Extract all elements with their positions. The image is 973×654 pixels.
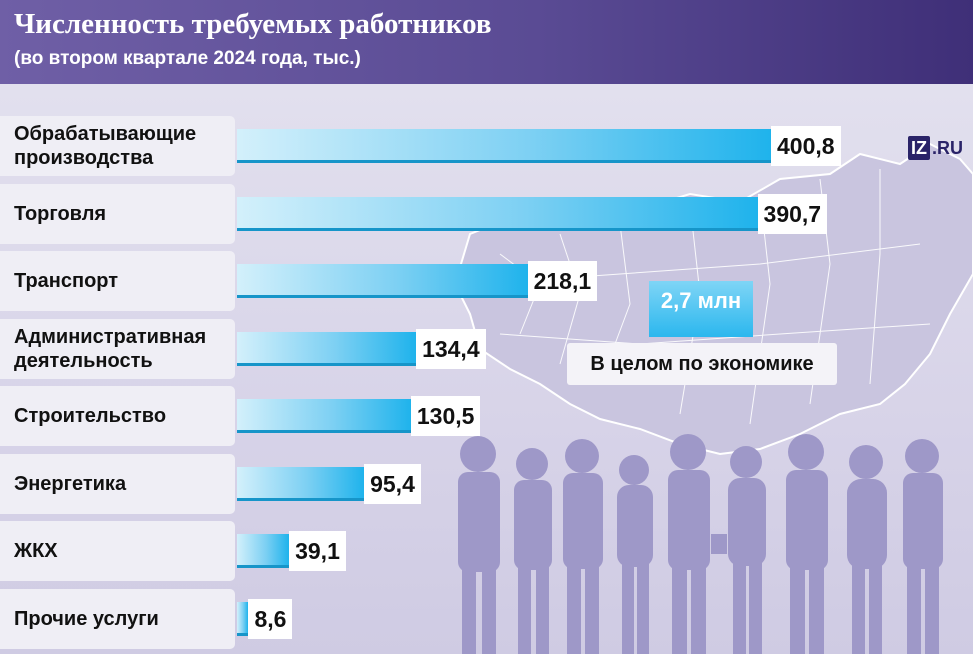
bar	[237, 264, 528, 298]
worker-silhouette	[728, 446, 766, 654]
worker-silhouette	[514, 448, 552, 654]
category-label: Транспорт	[14, 269, 118, 293]
category-label: Строительство	[14, 404, 166, 428]
izvestia-logo: IZ .RU	[908, 136, 964, 160]
category-label-line: Административная	[14, 325, 207, 348]
bar-value-label: 218,1	[527, 261, 598, 301]
category-label-line: Обрабатывающие	[14, 123, 197, 145]
bar-value-label: 390,7	[757, 193, 828, 234]
category-label-line: деятельность	[14, 349, 153, 372]
category-label-line: Энергетика	[14, 472, 127, 495]
worker-silhouette	[786, 434, 828, 654]
category-label-line: ЖКХ	[14, 540, 58, 562]
bar	[237, 466, 365, 501]
worker-silhouette	[847, 445, 887, 654]
worker-silhouette	[617, 455, 653, 654]
bar-value-label: 95,4	[364, 463, 421, 504]
bar-value-label: 8,6	[248, 598, 293, 639]
category-row-background	[0, 183, 235, 244]
bar	[237, 196, 758, 231]
category-row-background	[0, 453, 235, 514]
category-label: Энергетика	[14, 472, 126, 496]
category-label-line: Строительство	[14, 405, 167, 427]
workers-silhouettes	[458, 434, 943, 654]
category-label-line: производства	[14, 147, 154, 169]
category-row-background	[0, 251, 235, 311]
category-row-background	[0, 318, 235, 379]
bar	[237, 129, 771, 163]
category-row-background	[0, 588, 235, 649]
total-value-box: 2,7 млн	[649, 281, 753, 337]
category-row-background	[0, 116, 235, 176]
bar-value-label: 134,4	[416, 328, 486, 369]
bar-value-label: 400,8	[771, 126, 841, 166]
total-label: В целом по экономике	[567, 343, 837, 385]
bar-value-label: 39,1	[289, 531, 346, 571]
bar-value-label: 130,5	[410, 396, 481, 436]
category-label: Торговля	[14, 202, 106, 226]
bar	[237, 601, 249, 636]
category-row-background	[0, 521, 235, 581]
category-label: Прочие услуги	[14, 607, 159, 631]
category-label: ЖКХ	[14, 539, 58, 563]
category-row-background	[0, 386, 235, 446]
category-label-line: Прочие услуги	[14, 607, 159, 630]
bar	[237, 534, 290, 568]
bar	[237, 331, 417, 366]
bar	[237, 399, 411, 433]
category-label: Административная деятельность	[14, 325, 206, 373]
worker-silhouette	[458, 436, 500, 654]
category-label-line: Транспорт	[14, 270, 119, 292]
page-subtitle: (во втором квартале 2024 года, тыс.)	[14, 48, 361, 69]
category-label: Обрабатывающие производства	[14, 122, 196, 170]
page-title: Численность требуемых работников	[14, 8, 492, 40]
worker-silhouette	[563, 439, 603, 654]
header-banner: Численность требуемых работников (во вто…	[0, 0, 973, 84]
category-label-line: Торговля	[14, 202, 107, 225]
worker-silhouette	[903, 439, 943, 654]
worker-silhouette	[668, 434, 727, 654]
